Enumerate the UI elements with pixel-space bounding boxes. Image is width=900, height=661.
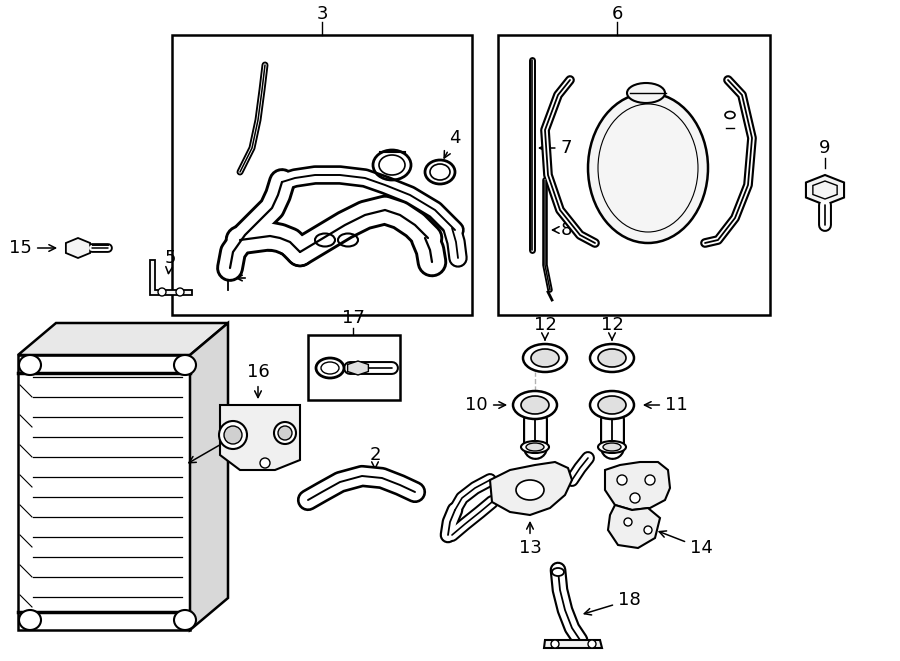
Ellipse shape — [531, 349, 559, 367]
Ellipse shape — [224, 426, 242, 444]
Ellipse shape — [598, 349, 626, 367]
Text: 5: 5 — [164, 249, 176, 274]
Polygon shape — [544, 640, 602, 648]
Ellipse shape — [523, 344, 567, 372]
Ellipse shape — [274, 422, 296, 444]
Text: 8: 8 — [553, 221, 572, 239]
Text: 13: 13 — [518, 522, 542, 557]
Ellipse shape — [19, 355, 41, 375]
Circle shape — [176, 288, 184, 296]
Text: 11: 11 — [644, 396, 688, 414]
Circle shape — [630, 493, 640, 503]
Text: 7: 7 — [539, 139, 572, 157]
Polygon shape — [150, 260, 192, 295]
Text: 9: 9 — [819, 139, 831, 157]
Polygon shape — [18, 355, 190, 630]
Circle shape — [644, 526, 652, 534]
Ellipse shape — [590, 391, 634, 419]
Ellipse shape — [590, 344, 634, 372]
Ellipse shape — [627, 83, 665, 103]
Text: 16: 16 — [247, 363, 269, 397]
Ellipse shape — [598, 396, 626, 414]
Polygon shape — [18, 323, 228, 355]
Polygon shape — [806, 175, 844, 205]
Bar — [172, 35, 472, 315]
Polygon shape — [66, 238, 90, 258]
Text: 4: 4 — [444, 129, 461, 158]
Text: 12: 12 — [534, 316, 556, 340]
Text: 12: 12 — [600, 316, 624, 340]
Polygon shape — [605, 462, 670, 510]
Circle shape — [617, 475, 627, 485]
Text: 14: 14 — [659, 531, 713, 557]
Text: 6: 6 — [611, 5, 623, 23]
Ellipse shape — [19, 610, 41, 630]
Text: 1: 1 — [189, 421, 251, 463]
Ellipse shape — [603, 443, 621, 451]
Ellipse shape — [552, 568, 564, 576]
Ellipse shape — [174, 355, 196, 375]
Circle shape — [624, 518, 632, 526]
Ellipse shape — [588, 93, 708, 243]
Circle shape — [158, 288, 166, 296]
Ellipse shape — [598, 441, 626, 453]
Polygon shape — [220, 405, 300, 470]
Circle shape — [645, 475, 655, 485]
Ellipse shape — [526, 443, 544, 451]
Ellipse shape — [516, 480, 544, 500]
Ellipse shape — [174, 610, 196, 630]
Text: 15: 15 — [9, 239, 56, 257]
Ellipse shape — [521, 441, 549, 453]
Circle shape — [260, 458, 270, 468]
Polygon shape — [190, 323, 228, 630]
Polygon shape — [347, 361, 368, 375]
Circle shape — [588, 640, 596, 648]
Text: 2: 2 — [369, 446, 381, 469]
Bar — [308, 335, 400, 400]
Circle shape — [551, 640, 559, 648]
Polygon shape — [490, 462, 572, 515]
Text: 10: 10 — [465, 396, 506, 414]
Ellipse shape — [521, 396, 549, 414]
Text: 17: 17 — [342, 309, 364, 327]
Text: 18: 18 — [584, 591, 641, 615]
Ellipse shape — [513, 391, 557, 419]
Bar — [498, 35, 770, 315]
Polygon shape — [608, 505, 660, 548]
Text: 3: 3 — [316, 5, 328, 23]
Ellipse shape — [219, 421, 247, 449]
Ellipse shape — [278, 426, 292, 440]
